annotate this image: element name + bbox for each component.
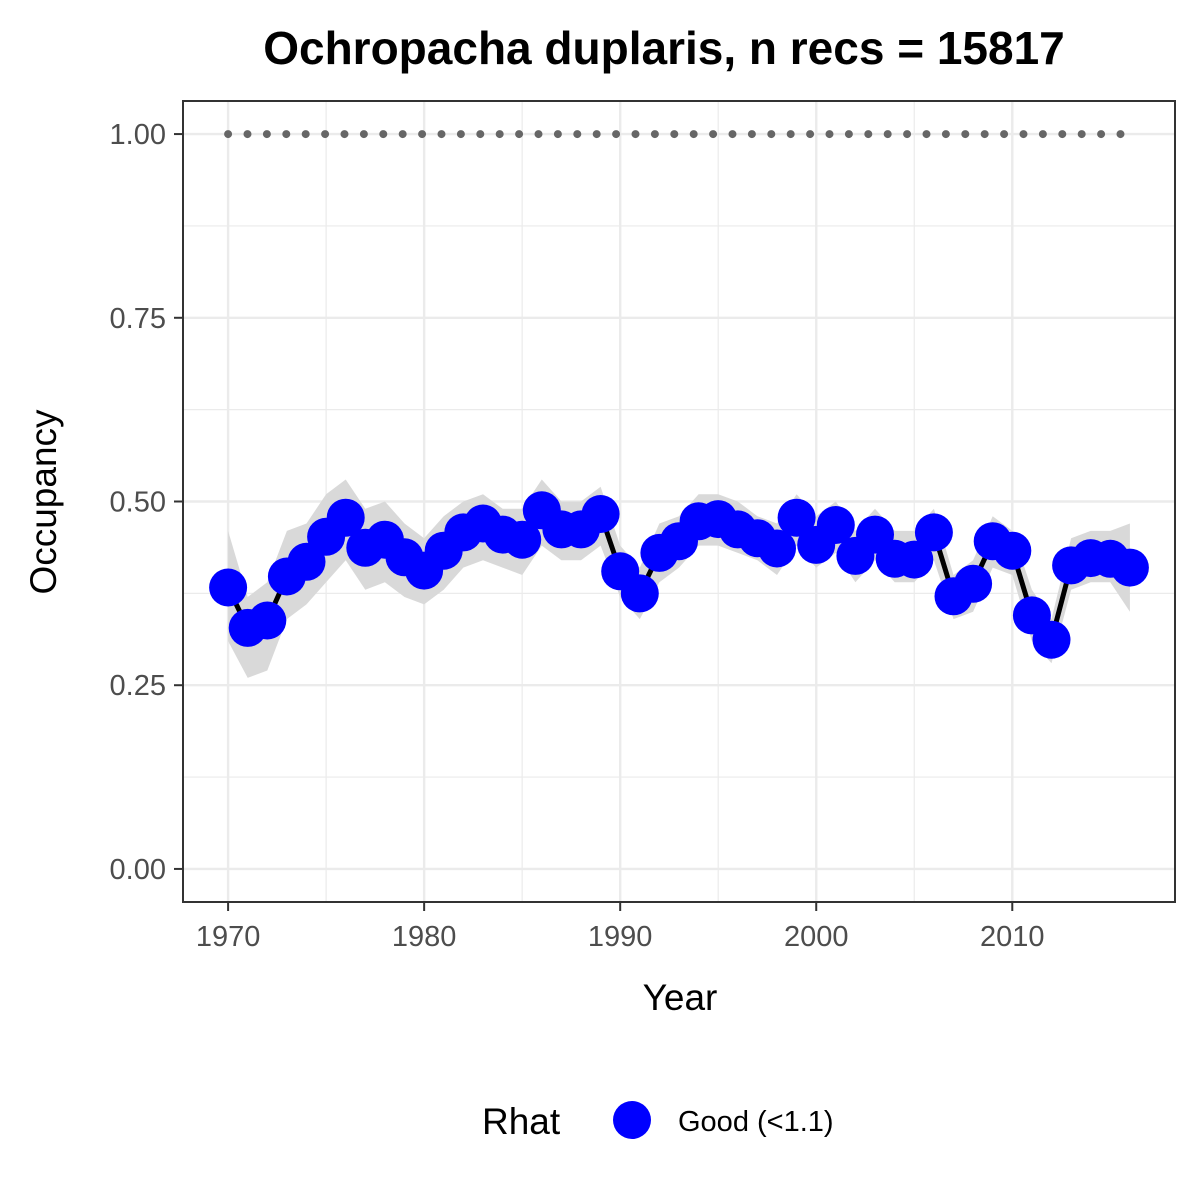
data-point xyxy=(209,568,248,607)
x-tick-label: 1990 xyxy=(588,921,653,953)
x-tick-label: 1970 xyxy=(196,921,261,953)
y-tick-label: 0.75 xyxy=(110,303,166,335)
y-tick-labels: 0.00 0.25 0.50 0.75 1.00 xyxy=(110,119,166,886)
data-point xyxy=(895,540,934,579)
y-tick-label: 0.00 xyxy=(110,854,166,886)
data-point xyxy=(993,531,1032,570)
axis-ticks xyxy=(174,133,1014,911)
x-axis-title: Year xyxy=(643,977,718,1018)
data-point xyxy=(1032,620,1071,659)
legend-key-good xyxy=(613,1101,651,1139)
x-tick-label: 2010 xyxy=(980,921,1045,953)
data-point xyxy=(248,601,287,640)
x-tick-labels: 1970 1980 1990 2000 2010 xyxy=(196,921,1045,953)
chart-title: Ochropacha duplaris, n recs = 15817 xyxy=(263,22,1065,74)
data-point xyxy=(503,520,542,559)
data-point xyxy=(914,513,953,552)
x-tick-label: 2000 xyxy=(784,921,849,953)
data-point xyxy=(758,529,796,568)
y-tick-label: 0.25 xyxy=(110,670,166,702)
occupancy-points xyxy=(209,491,1149,659)
data-point xyxy=(581,495,620,533)
legend-label-good: Good (<1.1) xyxy=(678,1106,834,1138)
confidence-ribbon xyxy=(228,479,1130,678)
y-axis-title: Occupancy xyxy=(23,409,64,595)
data-point xyxy=(777,498,816,537)
legend: Rhat Good (<1.1) xyxy=(482,1101,834,1142)
ribbon-area xyxy=(228,479,1130,678)
data-point xyxy=(326,498,365,537)
x-tick-label: 1980 xyxy=(392,921,457,953)
major-gridlines xyxy=(183,101,1175,902)
data-point xyxy=(620,574,659,613)
legend-title: Rhat xyxy=(482,1101,561,1142)
minor-gridlines xyxy=(183,101,1175,902)
data-point xyxy=(954,564,993,603)
data-point xyxy=(1110,548,1149,587)
y-tick-label: 1.00 xyxy=(110,119,166,151)
data-point xyxy=(816,506,855,544)
y-tick-label: 0.50 xyxy=(110,487,166,519)
